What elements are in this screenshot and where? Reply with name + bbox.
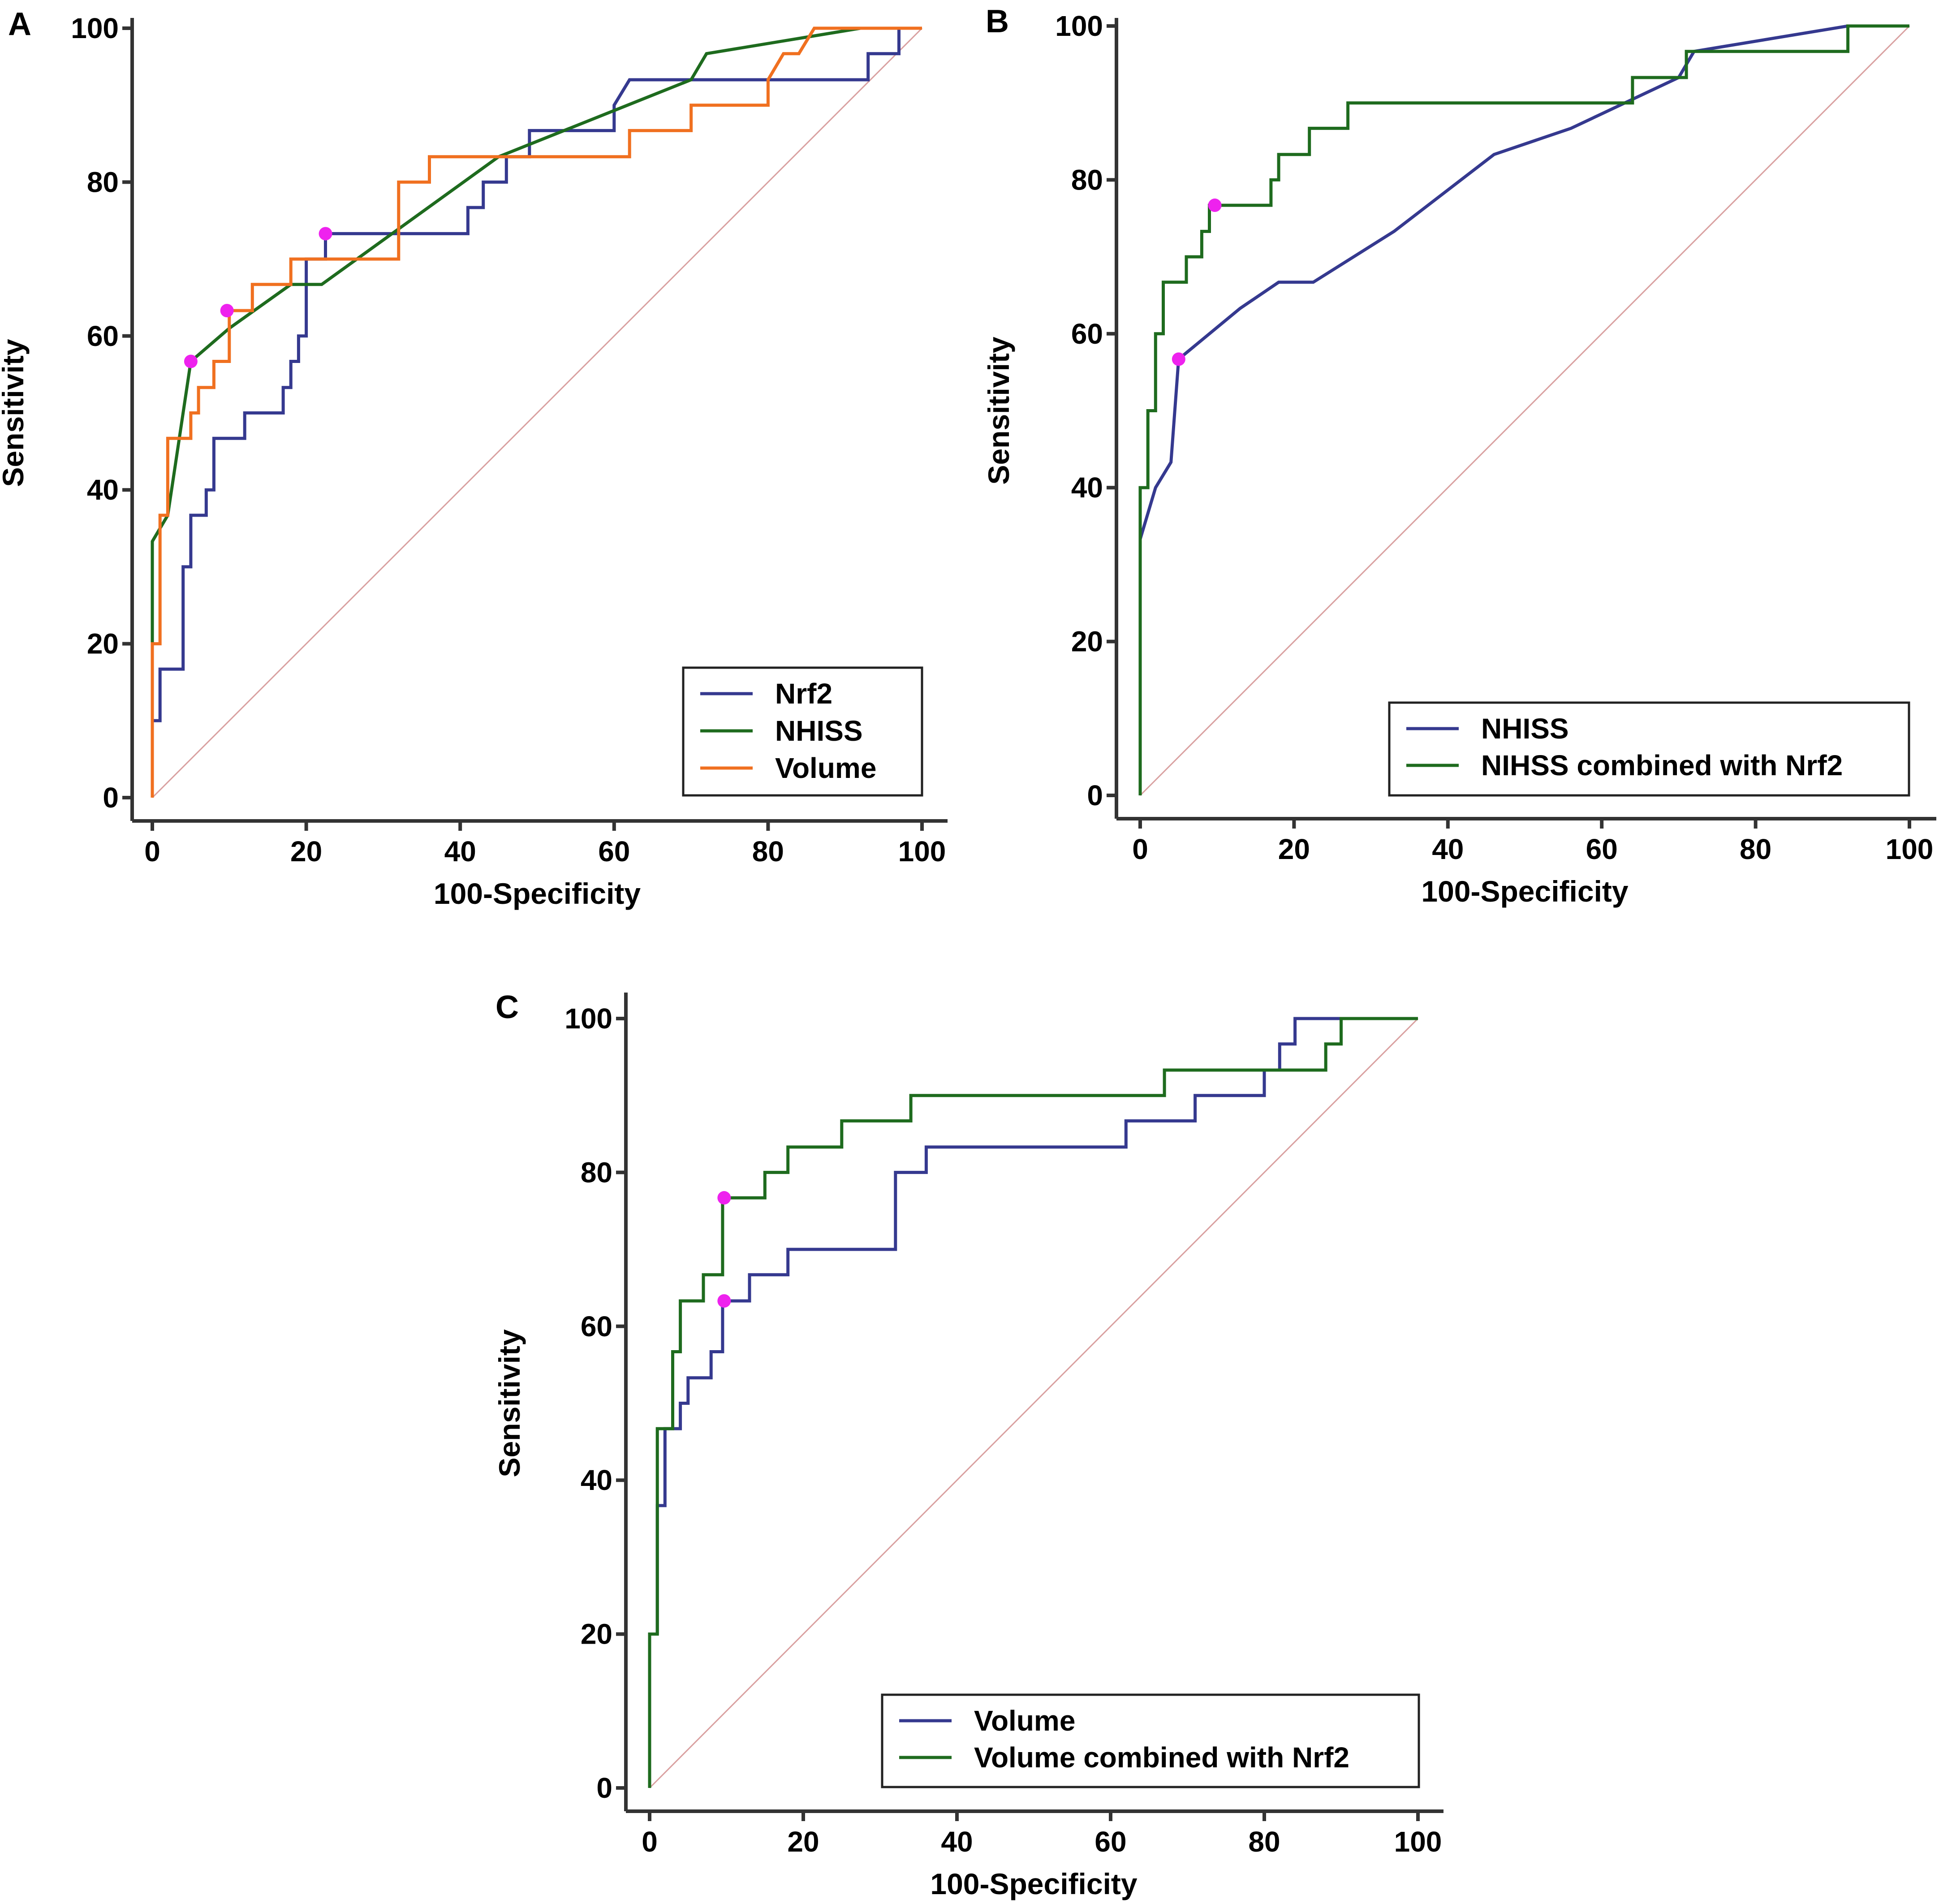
panel-a-legend-label: Volume [775, 752, 876, 784]
panel-b-reference-line [1139, 25, 1910, 796]
panel-a-x-tick-label: 80 [752, 835, 784, 868]
panel-b-x-tick-label: 20 [1278, 833, 1310, 865]
panel-b-legend-label: NHISS [1481, 712, 1569, 745]
panel-b-x-tick-label: 80 [1740, 833, 1771, 865]
panel-a-x-tick-label: 0 [144, 835, 160, 868]
panel-c-legend-label: Volume [974, 1705, 1075, 1737]
panel-a-legend-label: NHISS [775, 715, 863, 747]
panel-c-x-tick-label: 40 [941, 1826, 973, 1858]
panel-b-x-tick-label: 40 [1432, 833, 1464, 865]
panel-a-series-nrf2 [151, 26, 922, 798]
panel-c-y-axis-label: Sensitivity [493, 1329, 526, 1477]
panel-b-label: B [986, 4, 1009, 39]
panel-b-x-tick-label: 100 [1886, 833, 1934, 865]
panel-c-cutoff-marker [717, 1294, 731, 1308]
panel-c-x-tick-label: 100 [1394, 1826, 1442, 1858]
panel-c-legend-label: Volume combined with Nrf2 [974, 1741, 1349, 1774]
panel-c-label: C [496, 989, 519, 1025]
panel-b-y-tick-label: 40 [1071, 471, 1103, 504]
panel-b-series-nihss-combined-with-nrf2 [1138, 24, 1909, 795]
panel-a-x-tick-label: 40 [444, 835, 476, 868]
panel-a-y-tick-label: 60 [87, 320, 119, 352]
panel-a-y-tick-label: 80 [87, 166, 119, 198]
panel-a-y-axis-label: Sensitivity [0, 339, 30, 487]
panel-b-legend-label: NIHSS combined with Nrf2 [1481, 749, 1843, 781]
panel-b-y-axis-label: Sensitivity [982, 337, 1015, 484]
panel-c-y-tick-label: 80 [581, 1156, 612, 1188]
panel-c-cutoff-marker [717, 1191, 731, 1205]
panel-c: C 0 20 40 60 80 100 0 20 40 60 80 100 100-Specificity… [493, 989, 1443, 1900]
panel-a-x-tick-label: 60 [598, 835, 630, 868]
panel-a-y-tick-label: 0 [103, 781, 119, 814]
panel-c-y-tick-label: 100 [564, 1002, 612, 1035]
panel-a-cutoff-marker [184, 354, 198, 368]
panel-b-x-tick-label: 60 [1586, 833, 1618, 865]
panel-c-y-tick-label: 0 [596, 1772, 612, 1804]
panel-a-cutoff-marker [319, 227, 332, 241]
panel-a-legend-label: Nrf2 [775, 678, 832, 710]
panel-c-x-tick-label: 0 [642, 1826, 658, 1858]
panel-a-x-axis-label: 100-Specificity [434, 877, 641, 910]
panel-c-legend-box [881, 1693, 1420, 1788]
panel-a-series-volume [151, 26, 922, 798]
panel-a: A 0 20 40 60 80 100 0 20 40 60 80 100 100-Specificity… [0, 6, 948, 910]
panel-b-cutoff-marker [1172, 352, 1185, 366]
panel-a-y-tick-label: 40 [87, 474, 119, 506]
panel-c-y-tick-label: 60 [581, 1310, 612, 1343]
panel-c-y-tick-label: 20 [581, 1618, 612, 1650]
panel-b-y-tick-label: 80 [1071, 164, 1103, 196]
panel-c-series-volume [655, 1017, 1418, 1634]
panel-b-legend-box [1388, 701, 1910, 797]
panel-a-y-tick-label: 20 [87, 628, 119, 660]
panel-c-x-tick-label: 20 [787, 1826, 819, 1858]
panel-c-y-tick-label: 40 [581, 1464, 612, 1496]
panel-b-series-nhiss [1138, 24, 1909, 540]
panel-a-cutoff-marker [220, 304, 234, 318]
panel-b-x-tick-label: 0 [1132, 833, 1148, 865]
panel-a-y-tick-label: 100 [71, 12, 119, 44]
panel-b-y-tick-label: 20 [1071, 626, 1103, 658]
panel-b-y-tick-label: 100 [1055, 10, 1103, 42]
panel-c-series-volume-combined-with-nrf2 [648, 1017, 1418, 1788]
panel-a-x-tick-label: 100 [898, 835, 946, 868]
panel-b-y-tick-label: 60 [1071, 318, 1103, 350]
panel-b-y-tick-label: 0 [1087, 779, 1103, 812]
panel-a-reference-line [151, 27, 923, 799]
panel-c-x-tick-label: 80 [1248, 1826, 1280, 1858]
panel-c-reference-line [649, 1018, 1419, 1789]
panel-b-x-axis-label: 100-Specificity [1421, 875, 1629, 908]
panel-a-x-tick-label: 20 [290, 835, 322, 868]
panel-c-x-tick-label: 60 [1094, 1826, 1126, 1858]
panel-c-x-axis-label: 100-Specificity [930, 1867, 1138, 1900]
panel-b: B 0 20 40 60 80 100 0 20 40 60 80 100 100-Specificity… [982, 4, 1936, 908]
panel-a-legend-box [682, 666, 923, 797]
panel-b-cutoff-marker [1208, 199, 1222, 212]
panel-a-label: A [8, 6, 31, 42]
